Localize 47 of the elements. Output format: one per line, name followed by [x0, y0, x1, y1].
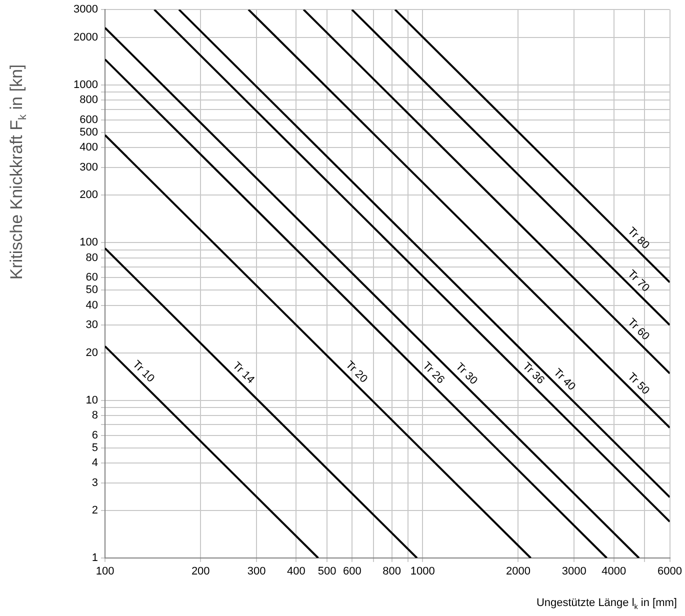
- x-tick-label: 800: [382, 566, 402, 578]
- y-tick-label: 1: [92, 552, 98, 564]
- y-tick-label: 6: [92, 429, 98, 442]
- x-tick-label: 200: [191, 566, 210, 578]
- text: Tr 10: [130, 358, 157, 385]
- text: Tr 30: [453, 360, 480, 388]
- y-tick-label: 400: [80, 142, 98, 154]
- y-tick-label: 30: [86, 319, 98, 332]
- y-tick-label: 3: [92, 476, 98, 489]
- y-tick-label: 1000: [74, 78, 98, 91]
- x-tick-label: 600: [342, 566, 362, 578]
- x-tick-label: 4000: [602, 566, 626, 578]
- text: Tr 80: [625, 225, 652, 252]
- text: Tr 50: [625, 370, 652, 398]
- y-tick-label: 50: [86, 284, 98, 296]
- text: Tr 20: [343, 358, 370, 386]
- y-tick-label: 4: [92, 457, 98, 470]
- x-tick-label: 1000: [410, 566, 435, 578]
- text: Tr 14: [230, 360, 256, 386]
- x-axis-title: Ungestützte Länge l$_{k}$ in [mm]: [536, 597, 677, 612]
- x-tick-label: 400: [287, 566, 306, 578]
- y-tick-label: 80: [86, 252, 98, 264]
- y-tick-label: 5: [92, 442, 98, 454]
- text: Tr 36: [520, 360, 547, 387]
- y-tick-label: 2000: [74, 31, 98, 44]
- y-tick-label: 600: [80, 114, 98, 126]
- y-tick-label: 8: [92, 410, 98, 422]
- y-tick-label: 100: [80, 236, 98, 249]
- text: Tr 26: [420, 360, 447, 386]
- y-tick-label: 40: [86, 299, 98, 312]
- y-tick-label: 10: [86, 394, 98, 406]
- x-tick-label: 500: [318, 566, 336, 578]
- x-tick-label: 3000: [562, 566, 586, 578]
- y-tick-label: 200: [80, 189, 98, 202]
- text: Tr 60: [625, 316, 652, 343]
- y-tick-label: 3000: [74, 4, 98, 16]
- text: Tr 70: [625, 268, 652, 294]
- y-tick-label: 20: [86, 346, 98, 359]
- x-tick-label: 6000: [658, 566, 682, 578]
- x-tick-label: 300: [247, 566, 266, 578]
- text: Tr 40: [551, 366, 578, 393]
- y-tick-label: 300: [80, 161, 98, 174]
- x-tick-label: 2000: [506, 566, 530, 578]
- y-tick-label: 2: [92, 504, 98, 517]
- y-tick-label: 500: [80, 126, 98, 138]
- y-tick-label: 60: [86, 272, 98, 284]
- y-tick-label: 800: [80, 94, 98, 106]
